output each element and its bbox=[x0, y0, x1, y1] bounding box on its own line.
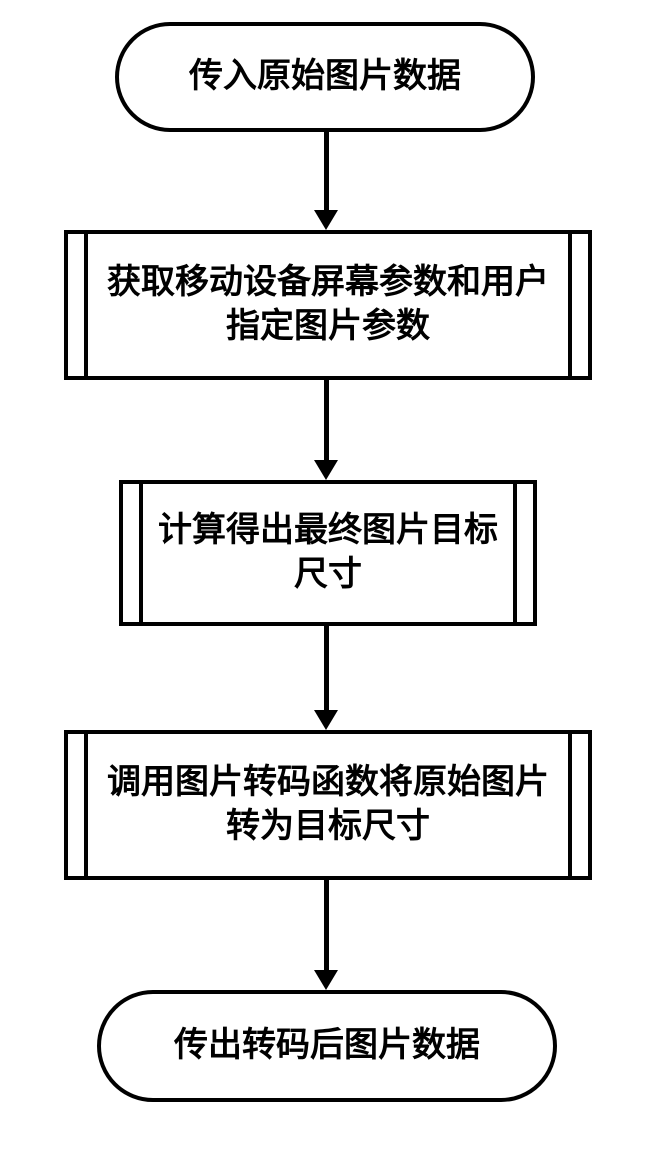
edge-arrowhead bbox=[314, 970, 338, 990]
node-label: 传入原始图片数据 bbox=[189, 57, 461, 98]
node-label: 获取移动设备屏幕参数和用户指定图片参数 bbox=[96, 261, 560, 349]
edge-line bbox=[324, 880, 329, 972]
process-step1: 获取移动设备屏幕参数和用户指定图片参数 bbox=[64, 230, 592, 380]
terminator-end: 传出转码后图片数据 bbox=[97, 990, 557, 1102]
process-step2: 计算得出最终图片目标尺寸 bbox=[119, 480, 537, 626]
edge-line bbox=[324, 626, 329, 712]
edge-arrowhead bbox=[314, 460, 338, 480]
node-label: 调用图片转码函数将原始图片转为目标尺寸 bbox=[96, 761, 560, 849]
edge-line bbox=[324, 380, 329, 462]
node-label: 计算得出最终图片目标尺寸 bbox=[151, 509, 505, 597]
edge-arrowhead bbox=[314, 210, 338, 230]
process-step3: 调用图片转码函数将原始图片转为目标尺寸 bbox=[64, 730, 592, 880]
flowchart-canvas: 传入原始图片数据 获取移动设备屏幕参数和用户指定图片参数 计算得出最终图片目标尺… bbox=[0, 0, 655, 1162]
node-label: 传出转码后图片数据 bbox=[174, 1026, 480, 1067]
edge-arrowhead bbox=[314, 710, 338, 730]
edge-line bbox=[324, 132, 329, 212]
terminator-start: 传入原始图片数据 bbox=[115, 22, 535, 132]
